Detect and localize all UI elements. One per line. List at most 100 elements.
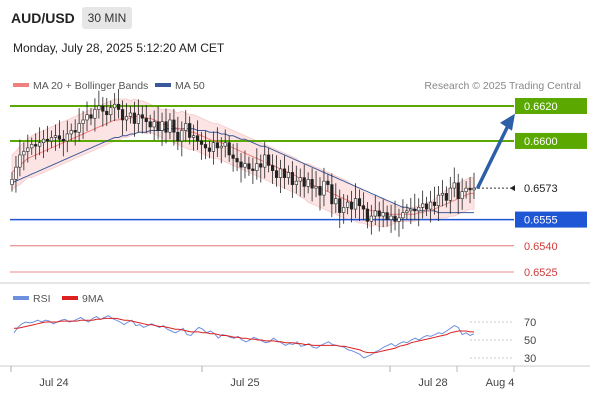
candle-body (211, 142, 215, 152)
candle-body (452, 182, 456, 189)
candle-body (444, 193, 448, 201)
candle-body (251, 168, 255, 171)
candle-body (26, 147, 30, 152)
candle-body (101, 105, 105, 112)
candle-body (405, 210, 409, 213)
candle-body (41, 138, 46, 143)
candle-body (45, 138, 50, 142)
symbol-title: AUD/USD (11, 10, 75, 26)
candle-body (164, 121, 168, 133)
candle-body (338, 198, 342, 213)
timeframe-button[interactable]: 30 MIN (82, 7, 132, 29)
candle-body (259, 163, 263, 168)
candle-body (397, 217, 401, 222)
candle-body (14, 166, 18, 180)
candle-body (49, 137, 54, 142)
rsi-ma-legend-swatch (62, 296, 78, 300)
target-arrow-shaft (476, 123, 510, 189)
rsi-legend-label: RSI (33, 293, 51, 305)
ma50-legend-label: MA 50 (175, 80, 205, 92)
candle-body (124, 116, 129, 121)
candle-body (255, 163, 259, 171)
candle-body (247, 163, 251, 170)
candle-body (117, 103, 121, 110)
ma50-line (11, 128, 474, 214)
rsi-ma-legend-label: 9MA (82, 293, 104, 305)
rsi-legend-swatch (13, 296, 29, 300)
candle-body (231, 154, 235, 159)
candle-body (152, 121, 156, 128)
candle-body (192, 135, 196, 138)
candle-body (472, 187, 476, 191)
candle-body (440, 193, 445, 196)
candle-body (302, 177, 306, 187)
candle-body (227, 142, 231, 156)
level-label: 0.6573 (524, 183, 558, 195)
candle-body (85, 114, 89, 121)
candle-body (53, 135, 58, 138)
rsi-tick-label: 50 (524, 335, 536, 347)
ma20-legend-swatch (13, 83, 29, 87)
candle-body (282, 168, 287, 178)
candle-body (73, 130, 77, 133)
ma20-line (11, 116, 474, 215)
candle-body (377, 210, 381, 217)
candle-body (373, 210, 377, 217)
candle-body (342, 207, 346, 213)
candle-body (278, 168, 283, 178)
candle-body (357, 198, 362, 206)
candle-body (448, 187, 452, 201)
time-tick-label: Jul 28 (418, 377, 447, 389)
candle-body (120, 109, 125, 121)
candle-body (57, 135, 61, 140)
candle-body (306, 179, 310, 187)
candle-body (148, 121, 152, 128)
candle-body (421, 203, 425, 208)
candle-body (353, 198, 358, 210)
candle-body (346, 201, 350, 208)
candle-body (389, 215, 393, 220)
candle-body (65, 133, 69, 142)
candle-body (436, 194, 441, 206)
candle-body (144, 117, 148, 123)
level-label: 0.6620 (524, 101, 558, 113)
candle-body (274, 170, 279, 178)
candle-body (180, 130, 184, 142)
level-tag-last (515, 180, 587, 197)
candle-body (468, 187, 472, 191)
price-tags: 0.6620 0.6600 0.6573 0.6555 0.6540 0.6525 (510, 98, 587, 279)
time-axis: Jul 24 Jul 25 Jul 28 Aug 4 (10, 366, 515, 389)
level-tag-resistance (515, 132, 587, 149)
candle-body (69, 130, 73, 135)
rsi-line (13, 315, 475, 359)
level-tag-support (515, 211, 587, 228)
time-tick-label: Jul 25 (230, 377, 259, 389)
candle-body (290, 172, 294, 185)
candle-body (93, 109, 97, 119)
target-arrowhead (500, 113, 515, 131)
candle-body (456, 182, 460, 199)
candle-body (286, 172, 291, 178)
candle-body (34, 144, 38, 147)
bollinger-fill (11, 98, 475, 228)
candle-body (18, 154, 22, 168)
candle-body (460, 191, 464, 199)
candle-body (464, 187, 468, 192)
candle-body (263, 154, 267, 168)
candle-body (105, 110, 109, 116)
candle-body (168, 119, 172, 133)
candle-body (401, 212, 405, 219)
candle-body (223, 142, 227, 147)
candle-body (160, 121, 164, 131)
candle-body (428, 201, 433, 210)
target-arrow (476, 113, 515, 189)
candle-body (81, 119, 85, 124)
time-tick-label: Aug 4 (486, 377, 515, 389)
bollinger-band (11, 98, 475, 228)
candle-body (176, 131, 180, 142)
candle-body (365, 208, 369, 222)
candle-body (10, 179, 14, 185)
candle-body (109, 107, 113, 116)
candle-body (113, 103, 117, 109)
ma50-legend-swatch (155, 83, 171, 87)
